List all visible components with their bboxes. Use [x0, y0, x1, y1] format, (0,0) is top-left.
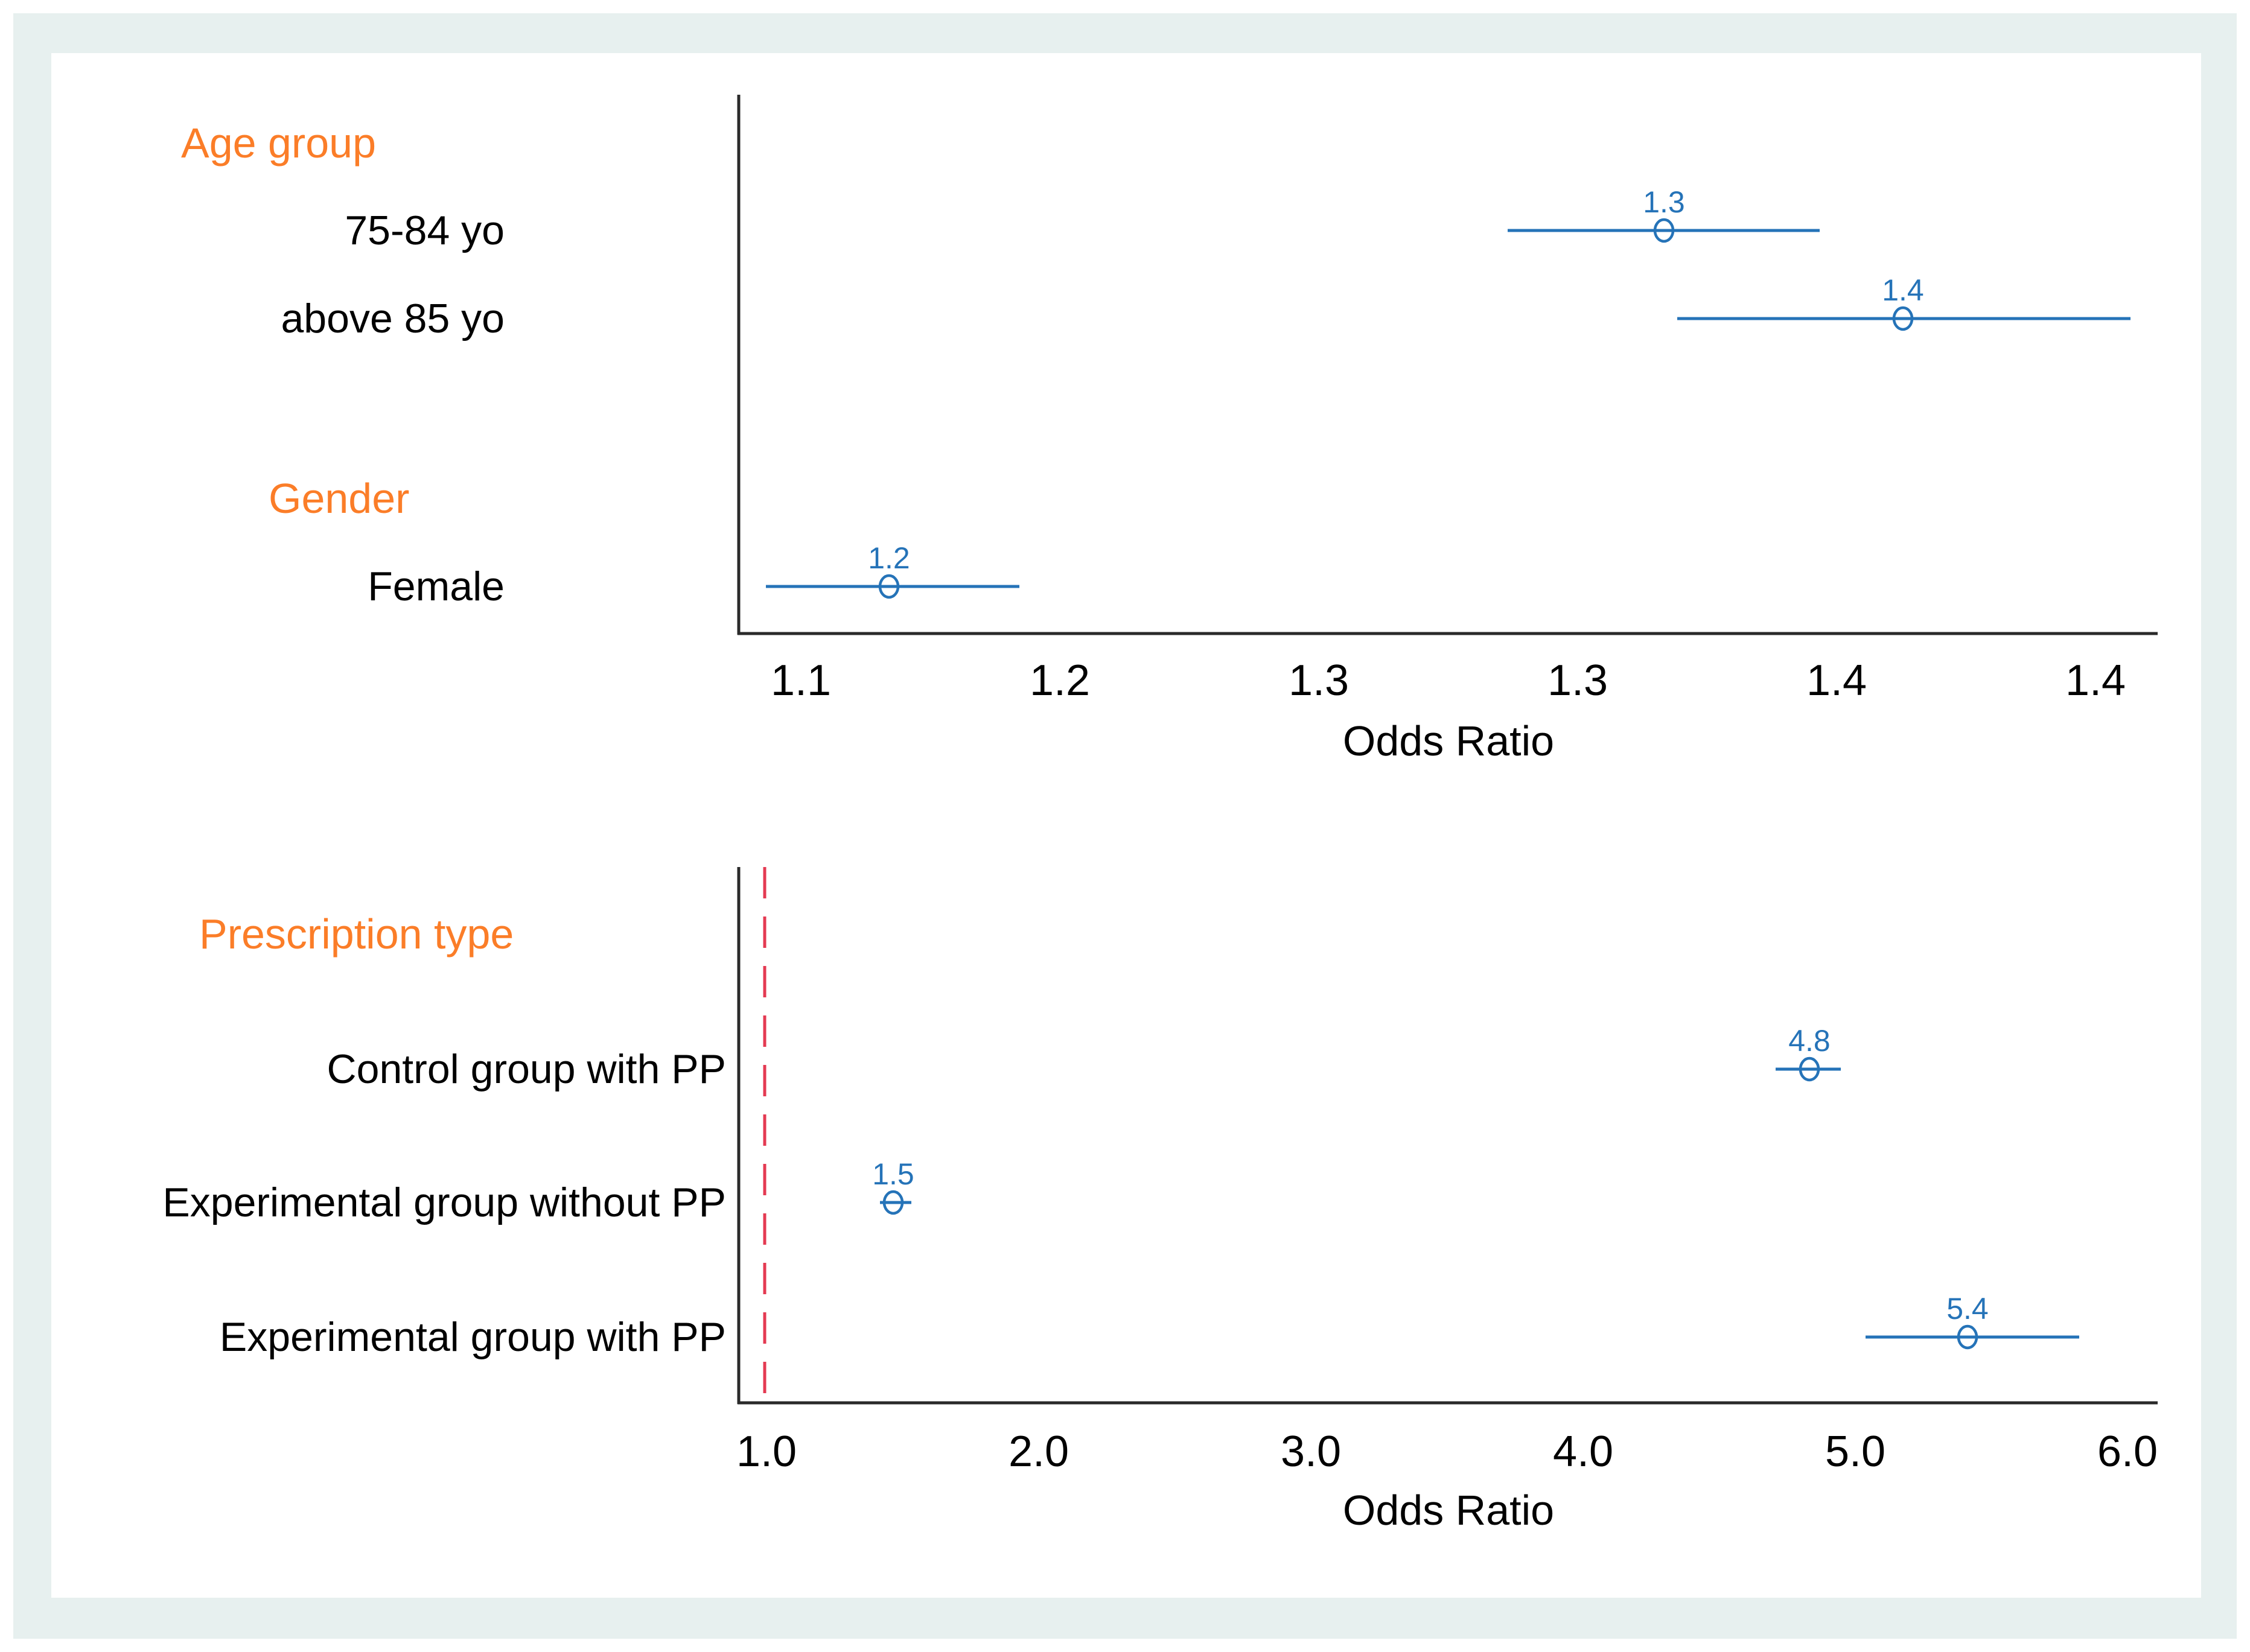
- group-header: Gender: [269, 475, 409, 522]
- forest-row: Experimental group with PP 5.4: [220, 1292, 2079, 1360]
- x-tick-label: 5.0: [1825, 1428, 1885, 1476]
- x-tick-label: 6.0: [2097, 1428, 2158, 1476]
- row-label: Experimental group with PP: [220, 1314, 726, 1360]
- forest-row: Experimental group without PP 1.5: [162, 1157, 914, 1225]
- group-header: Age group: [181, 119, 376, 167]
- value-label: 1.3: [1643, 185, 1685, 219]
- forest-row: 75-84 yo 1.3: [345, 185, 1820, 253]
- forest-plot-bottom: 1.0 2.0 3.0 4.0 5.0 6.0 Odds Ratio Prescription…: [162, 867, 2158, 1534]
- value-label: 1.2: [868, 541, 910, 575]
- row-label: 75-84 yo: [345, 208, 505, 253]
- point-marker: [1892, 306, 1914, 331]
- forest-plot-top: 1.1 1.2 1.3 1.3 1.4 1.4 Odds Ratio Age group 75-…: [181, 95, 2158, 764]
- point-marker: [1957, 1324, 1978, 1350]
- x-tick-label: 3.0: [1281, 1428, 1341, 1476]
- point-marker: [1653, 218, 1675, 243]
- row-label: Female: [368, 564, 505, 609]
- x-tick-label: 1.0: [736, 1428, 797, 1476]
- value-label: 4.8: [1788, 1024, 1831, 1058]
- value-label: 5.4: [1946, 1292, 1989, 1326]
- point-marker: [1799, 1056, 1820, 1082]
- value-label: 1.4: [1882, 273, 1924, 307]
- value-label: 1.5: [872, 1157, 914, 1191]
- x-tick-label: 1.4: [1806, 656, 1867, 705]
- x-axis-title: Odds Ratio: [1343, 1487, 1554, 1534]
- row-label: above 85 yo: [281, 296, 505, 342]
- x-tick-label: 4.0: [1553, 1428, 1613, 1476]
- figure-card: [51, 53, 2201, 1598]
- group-header: Prescription type: [199, 910, 514, 958]
- x-axis-title: Odds Ratio: [1343, 717, 1554, 764]
- x-tick-label: 2.0: [1009, 1428, 1069, 1476]
- point-marker: [882, 1190, 904, 1215]
- row-label: Experimental group without PP: [162, 1180, 726, 1225]
- x-tick-label: 1.2: [1030, 656, 1090, 705]
- forest-row: Control group with PP 4.8: [327, 1024, 1841, 1092]
- x-tick-label: 1.1: [771, 656, 831, 705]
- x-tick-label: 1.3: [1289, 656, 1349, 705]
- forest-row: Female 1.2: [368, 541, 1019, 609]
- forest-row: above 85 yo 1.4: [281, 273, 2130, 342]
- row-label: Control group with PP: [327, 1046, 726, 1092]
- x-tick-label: 1.4: [2065, 656, 2126, 705]
- x-tick-label: 1.3: [1547, 656, 1608, 705]
- point-marker: [878, 574, 900, 599]
